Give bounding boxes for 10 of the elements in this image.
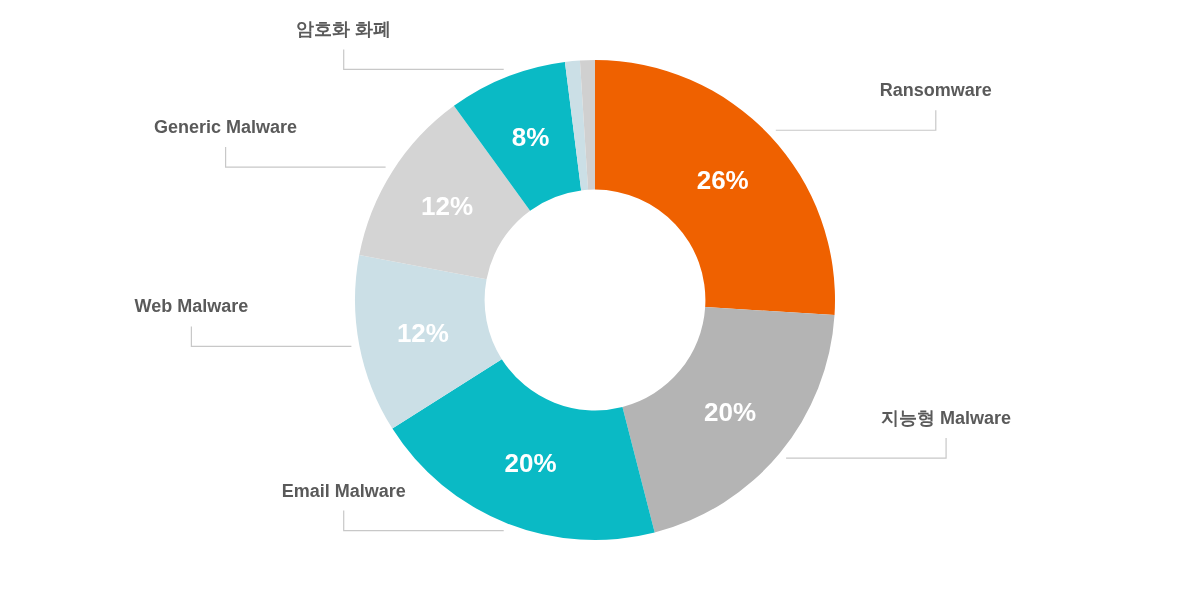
slice-label: Web Malware — [134, 296, 249, 317]
slice-label: Generic Malware — [154, 117, 298, 138]
data-label: 20% — [703, 396, 757, 427]
slice-label: 암호화 화폐 — [296, 19, 392, 40]
data-label: 26% — [696, 165, 749, 196]
data-label: 20% — [504, 447, 557, 478]
data-label: 8% — [511, 122, 550, 153]
slice-label: Email Malware — [281, 480, 406, 501]
slice-label: 지능형 Malware — [881, 408, 1012, 429]
slice-label: Ransomware — [879, 80, 992, 101]
